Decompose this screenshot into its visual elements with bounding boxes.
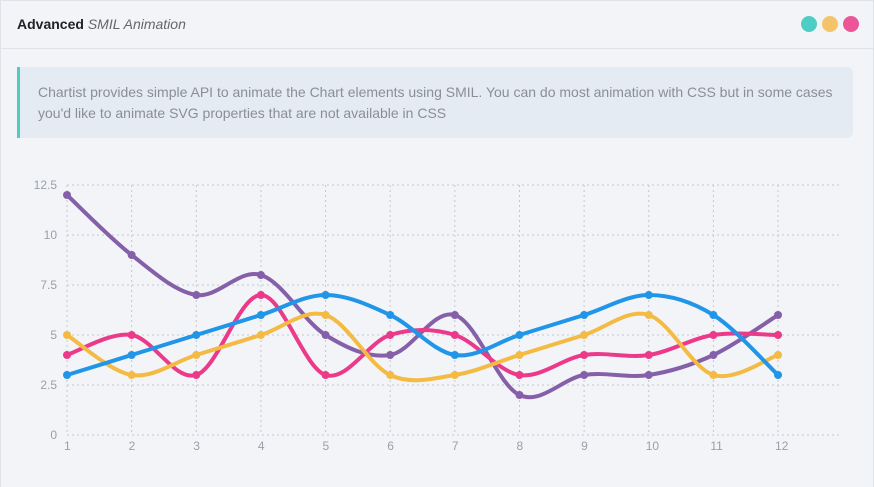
x-tick-label: 6 — [387, 439, 394, 453]
title-bold: Advanced — [17, 16, 84, 32]
data-point — [256, 271, 265, 279]
data-point — [386, 331, 395, 339]
data-point — [127, 331, 136, 339]
x-tick-label: 12 — [775, 439, 789, 453]
title-italic: SMIL Animation — [87, 16, 186, 32]
x-tick-label: 5 — [323, 439, 330, 453]
data-point — [580, 311, 589, 319]
pink-dot-button[interactable] — [843, 16, 859, 32]
data-point — [515, 351, 524, 359]
y-tick-label: 10 — [44, 228, 58, 242]
y-tick-label: 0 — [50, 428, 57, 442]
data-point — [63, 351, 71, 359]
x-tick-label: 8 — [516, 439, 523, 453]
data-point — [709, 351, 718, 359]
data-point — [450, 331, 459, 339]
data-point — [709, 371, 718, 379]
x-tick-label: 10 — [646, 439, 660, 453]
data-point — [644, 371, 653, 379]
data-point — [450, 371, 459, 379]
card-header: Advanced SMIL Animation — [1, 1, 873, 49]
window-dots — [801, 16, 859, 32]
data-point — [644, 291, 653, 299]
data-point — [386, 371, 395, 379]
data-point — [386, 351, 395, 359]
data-point — [321, 291, 330, 299]
data-point — [515, 391, 524, 399]
data-point — [515, 371, 524, 379]
data-point — [515, 331, 524, 339]
x-tick-label: 1 — [64, 439, 71, 453]
x-tick-label: 7 — [452, 439, 459, 453]
data-point — [256, 291, 265, 299]
data-point — [774, 311, 783, 319]
data-point — [192, 291, 201, 299]
x-tick-label: 2 — [129, 439, 136, 453]
data-point — [63, 331, 71, 339]
data-point — [774, 331, 783, 339]
data-point — [256, 311, 265, 319]
data-point — [774, 351, 783, 359]
data-point — [127, 251, 136, 259]
data-point — [580, 371, 589, 379]
x-tick-label: 4 — [258, 439, 265, 453]
data-point — [386, 311, 395, 319]
data-point — [192, 331, 201, 339]
data-point — [63, 191, 71, 199]
data-point — [256, 331, 265, 339]
data-point — [644, 311, 653, 319]
data-point — [580, 351, 589, 359]
x-tick-label: 3 — [193, 439, 200, 453]
data-point — [321, 331, 330, 339]
y-tick-label: 12.5 — [34, 178, 58, 192]
data-point — [192, 351, 201, 359]
y-tick-label: 2.5 — [40, 378, 57, 392]
data-point — [709, 311, 718, 319]
data-point — [450, 311, 459, 319]
series-line-series-d — [65, 292, 781, 377]
x-tick-label: 11 — [710, 439, 723, 453]
data-point — [450, 351, 459, 359]
data-point — [192, 371, 201, 379]
data-point — [127, 371, 136, 379]
card-title: Advanced SMIL Animation — [17, 16, 186, 32]
data-point — [127, 351, 136, 359]
data-point — [774, 371, 783, 379]
yellow-dot-button[interactable] — [822, 16, 838, 32]
data-point — [709, 331, 718, 339]
teal-dot-button[interactable] — [801, 16, 817, 32]
data-point — [321, 371, 330, 379]
data-point — [644, 351, 653, 359]
data-point — [580, 331, 589, 339]
data-point — [321, 311, 330, 319]
y-tick-label: 5 — [50, 328, 57, 342]
x-tick-label: 9 — [581, 439, 588, 453]
y-tick-label: 7.5 — [40, 278, 57, 292]
data-point — [63, 371, 71, 379]
description-callout: Chartist provides simple API to animate … — [17, 67, 853, 138]
